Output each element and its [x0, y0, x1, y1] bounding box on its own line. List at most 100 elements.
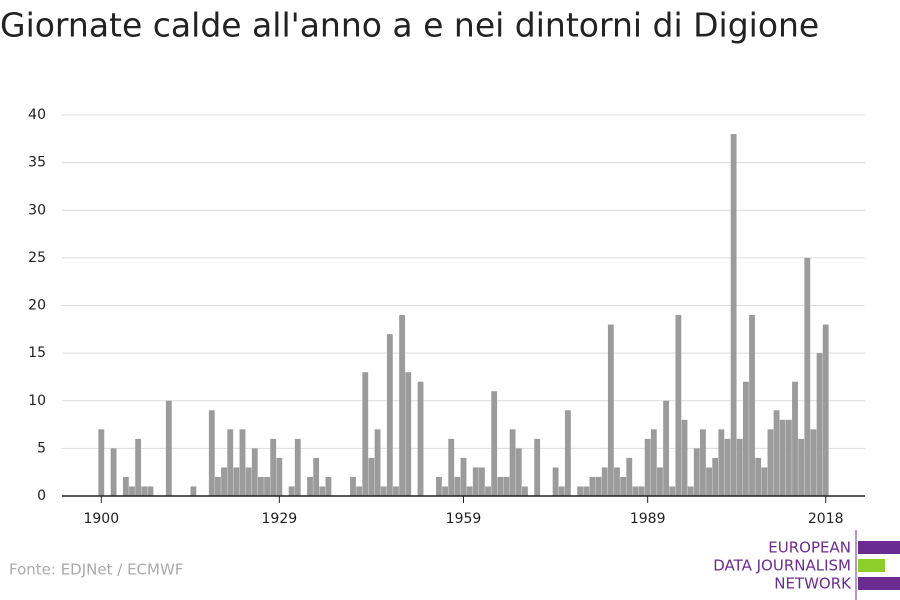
y-tick-label: 10 — [28, 393, 46, 409]
bar — [669, 486, 676, 496]
bar — [122, 476, 129, 496]
bar — [687, 486, 694, 496]
bar — [681, 419, 688, 496]
bar — [693, 448, 700, 496]
bar — [270, 438, 277, 496]
bar — [466, 486, 473, 496]
y-tick-label: 15 — [28, 345, 46, 361]
bar — [742, 381, 749, 496]
bar — [448, 438, 455, 496]
bar — [767, 429, 774, 496]
source: Fonte: EDJNet / ECMWF — [9, 561, 183, 579]
bar — [288, 486, 295, 496]
bar — [454, 476, 461, 496]
bar — [779, 419, 786, 496]
bar — [761, 467, 768, 496]
logo-bar — [858, 541, 900, 554]
bar — [165, 400, 172, 496]
bar — [724, 438, 731, 496]
bar — [607, 324, 614, 496]
bar — [319, 486, 326, 496]
bar — [730, 134, 737, 497]
bar — [110, 448, 117, 496]
x-tick-label: 1900 — [83, 511, 119, 527]
bar — [129, 486, 135, 496]
bar — [405, 372, 412, 496]
bar — [614, 467, 620, 496]
bar — [620, 476, 627, 496]
bar — [386, 334, 393, 496]
bar — [436, 476, 442, 496]
bar — [362, 372, 369, 496]
bar — [233, 467, 240, 496]
y-tick-label: 0 — [37, 488, 46, 504]
bar — [638, 486, 645, 496]
chart-title: Giornate calde all'anno a e nei dintorni… — [0, 6, 819, 45]
bar — [393, 486, 399, 496]
bar — [374, 429, 381, 496]
bar — [380, 486, 387, 496]
y-tick-label: 40 — [28, 107, 46, 123]
bar — [215, 476, 221, 496]
bar — [663, 400, 670, 496]
y-tick-label: 5 — [37, 440, 46, 456]
bar — [135, 438, 142, 496]
bar — [264, 476, 270, 496]
logo-bar — [858, 577, 900, 590]
bar — [399, 315, 406, 496]
bar — [564, 410, 571, 496]
x-tick-label: 1989 — [630, 511, 666, 527]
bar — [626, 457, 633, 496]
bar — [675, 315, 682, 496]
x-tick-label: 1959 — [446, 511, 482, 527]
bar — [472, 467, 479, 496]
bar — [417, 381, 424, 496]
bar — [712, 457, 719, 496]
bar — [792, 381, 798, 496]
bar — [325, 476, 332, 496]
bar — [657, 467, 663, 496]
bar — [294, 438, 301, 496]
bar — [208, 410, 215, 496]
bar — [644, 438, 651, 496]
bar — [356, 486, 363, 496]
bar — [816, 353, 823, 496]
bar — [350, 476, 356, 496]
bar — [245, 467, 252, 496]
bar — [700, 429, 706, 496]
bar — [239, 429, 246, 496]
bar — [558, 486, 565, 496]
y-tick-label: 30 — [28, 202, 46, 218]
bar — [313, 457, 320, 496]
bar — [227, 429, 234, 496]
bar — [595, 476, 602, 496]
bar — [190, 486, 197, 496]
bar — [822, 324, 829, 496]
bar — [460, 457, 467, 496]
y-tick-label: 25 — [28, 250, 46, 266]
x-tick-label: 1929 — [262, 511, 298, 527]
bar — [650, 429, 657, 496]
bar — [251, 448, 258, 496]
x-tick-label: 2018 — [808, 511, 844, 527]
bar — [804, 257, 811, 496]
bar — [749, 315, 755, 496]
bar — [589, 476, 596, 496]
bar — [442, 486, 448, 496]
bar — [491, 391, 498, 496]
bar — [257, 476, 264, 496]
bar — [810, 429, 817, 496]
logo-text: DATA JOURNALISM — [713, 557, 851, 575]
bar — [98, 429, 105, 496]
bar — [141, 486, 148, 496]
bar — [276, 457, 283, 496]
logo-text: NETWORK — [774, 575, 852, 593]
bar — [718, 429, 725, 496]
bar — [798, 438, 805, 496]
y-tick-label: 20 — [28, 298, 46, 314]
bar — [521, 486, 528, 496]
bar — [509, 429, 516, 496]
bar — [221, 467, 227, 496]
bar — [601, 467, 608, 496]
